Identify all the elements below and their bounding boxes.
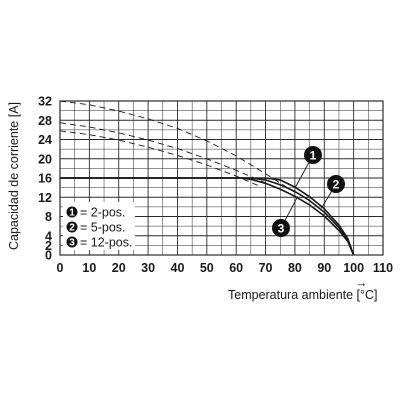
- callout-badge-number: 1: [310, 148, 317, 162]
- x-tick-label: 110: [373, 261, 393, 275]
- y-tick-label: 4: [45, 229, 52, 243]
- legend-marker-icon: [66, 236, 78, 248]
- series-line-3-solid: [60, 177, 355, 256]
- legend-entry-label: = 2-pos.: [80, 206, 126, 220]
- x-tick-label: 90: [317, 261, 331, 275]
- x-tick-label: 10: [82, 261, 96, 275]
- x-axis-arrow: →: [355, 276, 368, 290]
- x-tick-label: 50: [200, 261, 214, 275]
- legend-marker-number: 3: [69, 238, 75, 249]
- callout-badge-icon: [327, 175, 345, 193]
- y-tick-label: 2: [45, 239, 52, 253]
- y-axis-label: Capacidad de corriente [A]: [7, 102, 21, 250]
- y-tick-label: 32: [38, 95, 52, 109]
- x-tick-label: 80: [288, 261, 302, 275]
- y-tick-label: 12: [38, 191, 52, 205]
- x-tick-label: 60: [229, 261, 243, 275]
- series-line-2-dashed: [59, 122, 266, 184]
- series-markers: 1 2 3: [272, 146, 345, 237]
- x-tick-label: 70: [259, 261, 273, 275]
- y-tick-label: 8: [45, 210, 52, 224]
- callout-badge-number: 3: [278, 221, 285, 235]
- legend-entry-label: = 12-pos.: [80, 236, 132, 250]
- legend-marker-icon: [66, 206, 78, 218]
- x-axis-label: Temperatura ambiente [°C]: [228, 288, 378, 302]
- legend-entry-label: = 5-pos.: [80, 221, 126, 235]
- y-tick-label: 0: [45, 249, 52, 263]
- legend: 1 = 2-pos. 2 = 5-pos. 3 = 12-pos.: [63, 202, 135, 250]
- series-line-1-dashed: [59, 100, 296, 193]
- legend-marker-number: 2: [69, 223, 75, 234]
- x-tick-label: 20: [112, 261, 126, 275]
- callout-badge-number: 2: [333, 177, 340, 191]
- legend-marker-icon: [66, 221, 78, 233]
- y-tick-label: 28: [38, 114, 52, 128]
- y-tick-label: 20: [38, 152, 52, 166]
- callout-badge-icon: [272, 219, 290, 237]
- x-tick-label: 100: [343, 261, 364, 275]
- callout-badge-icon: [304, 146, 322, 164]
- series-lines: [59, 100, 355, 256]
- series-line-3-dashed: [59, 130, 260, 187]
- legend-marker-number: 1: [69, 208, 75, 219]
- y-tick-label: 24: [38, 133, 52, 147]
- x-tick-label: 40: [171, 261, 185, 275]
- x-tick-labels: 0 10 20 30 40 50 60 70 80 90 100 110: [57, 261, 394, 275]
- x-tick-label: 30: [141, 261, 155, 275]
- y-tick-label: 16: [38, 172, 52, 186]
- x-tick-label: 0: [57, 261, 64, 275]
